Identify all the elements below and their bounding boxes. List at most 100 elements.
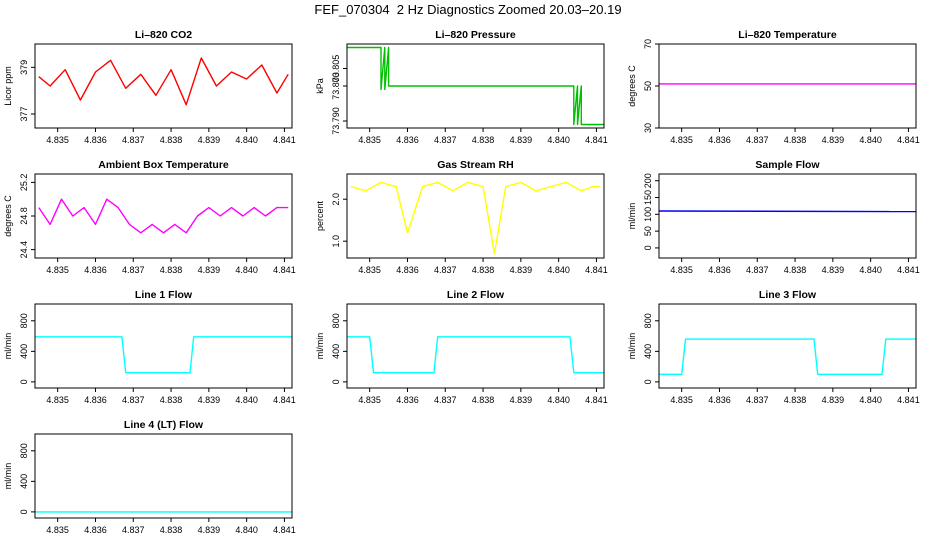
series-line-pressure (347, 46, 604, 126)
chart-title: Line 4 (LT) Flow (124, 419, 204, 431)
x-tick-label: 4.835 (46, 525, 69, 535)
x-tick-label: 4.841 (273, 265, 296, 275)
x-tick-label: 4.835 (670, 135, 693, 145)
page-title: FEF_070304 2 Hz Diagnostics Zoomed 20.03… (314, 2, 622, 17)
y-tick-label: 25.2 (19, 174, 29, 192)
chart-title: Gas Stream RH (437, 159, 513, 171)
plot-frame (658, 303, 917, 389)
chart-line1: Line 1 Flow ml/min 4.835 4.836 4.837 4.838 4.8… (3, 289, 296, 405)
x-tick-label: 4.837 (434, 135, 457, 145)
x-tick-label: 4.838 (160, 395, 183, 405)
x-tick-label: 4.837 (746, 265, 769, 275)
x-tick-label: 4.839 (510, 135, 533, 145)
y-tick-label: 800 (331, 313, 341, 328)
x-tick-label: 4.836 (84, 135, 107, 145)
plot-frame (658, 173, 917, 259)
y-tick-label: 73.805 (331, 55, 341, 83)
x-tick-label: 4.837 (434, 395, 457, 405)
x-tick-label: 4.839 (510, 395, 533, 405)
y-tick-label: 0 (19, 379, 29, 384)
x-tick-label: 4.837 (122, 135, 145, 145)
chart-title: Line 2 Flow (447, 289, 505, 301)
x-tick-label: 4.840 (859, 135, 882, 145)
x-tick-label: 4.841 (273, 395, 296, 405)
x-tick-label: 4.841 (585, 265, 608, 275)
chart-title: Li–820 Pressure (435, 29, 516, 41)
x-tick-label: 4.836 (708, 395, 731, 405)
chart-co2: Li–820 CO2 Licor ppm 4.835 4.836 4.837 4.838 4… (3, 29, 296, 145)
x-tick-label: 4.836 (708, 265, 731, 275)
chart-line3: Line 3 Flow ml/min 4.835 4.836 4.837 4.838 4.8… (627, 289, 920, 405)
x-tick-label: 4.837 (122, 525, 145, 535)
y-tick-label: 400 (19, 474, 29, 489)
series-line-line2 (347, 336, 604, 374)
plot-frame (34, 433, 293, 519)
x-tick-label: 4.835 (358, 395, 381, 405)
series-line-sample (658, 210, 917, 213)
chart-title: Li–820 Temperature (738, 29, 837, 41)
x-tick-label: 4.835 (670, 395, 693, 405)
x-tick-label: 4.838 (472, 135, 495, 145)
x-tick-label: 4.835 (46, 265, 69, 275)
series-line-rh (350, 181, 601, 255)
y-tick-label: 0 (643, 245, 653, 250)
x-tick-label: 4.839 (198, 525, 221, 535)
x-tick-label: 4.841 (273, 135, 296, 145)
chart-pressure: Li–820 Pressure kPa 4.835 4.836 4.837 4.838 4.… (315, 29, 608, 145)
x-tick-label: 4.835 (46, 395, 69, 405)
x-tick-label: 4.837 (434, 265, 457, 275)
chart-title: Ambient Box Temperature (98, 159, 229, 171)
x-tick-label: 4.838 (784, 265, 807, 275)
chart-line2: Line 2 Flow ml/min 4.835 4.836 4.837 4.838 4.8… (315, 289, 608, 405)
y-tick-label: 200 (643, 173, 653, 188)
chart-rh: Gas Stream RH percent 4.835 4.836 4.837 4.838… (315, 159, 608, 275)
y-axis-label: ml/min (3, 463, 13, 490)
x-tick-label: 4.835 (670, 265, 693, 275)
x-tick-label: 4.841 (897, 395, 920, 405)
x-tick-label: 4.837 (746, 135, 769, 145)
y-tick-label: 0 (643, 379, 653, 384)
y-tick-label: 100 (643, 207, 653, 222)
y-tick-label: 400 (19, 344, 29, 359)
chart-title: Sample Flow (755, 159, 820, 171)
x-tick-label: 4.840 (235, 265, 258, 275)
y-tick-label: 73.800 (331, 72, 341, 100)
x-tick-label: 4.837 (746, 395, 769, 405)
y-axis-label: ml/min (627, 333, 637, 360)
series-line-line1 (35, 336, 292, 374)
x-tick-label: 4.838 (472, 395, 495, 405)
x-tick-label: 4.836 (84, 525, 107, 535)
y-tick-label: 50 (643, 226, 653, 236)
plot-frame (346, 173, 605, 259)
x-tick-label: 4.840 (859, 265, 882, 275)
x-tick-label: 4.839 (198, 135, 221, 145)
x-tick-label: 4.840 (235, 135, 258, 145)
y-axis-label: degrees C (627, 65, 637, 107)
x-tick-label: 4.841 (585, 135, 608, 145)
x-tick-label: 4.839 (822, 395, 845, 405)
y-tick-label: 70 (643, 39, 653, 49)
chart-title: Line 3 Flow (759, 289, 817, 301)
y-tick-label: 150 (643, 190, 653, 205)
chart-title: Li–820 CO2 (135, 29, 192, 41)
y-tick-label: 400 (643, 344, 653, 359)
x-tick-label: 4.836 (84, 395, 107, 405)
x-tick-label: 4.839 (510, 265, 533, 275)
chart-ambient: Ambient Box Temperature degrees C 4.835 4.8… (3, 159, 296, 275)
x-tick-label: 4.838 (784, 395, 807, 405)
x-tick-label: 4.841 (897, 135, 920, 145)
x-tick-label: 4.836 (396, 135, 419, 145)
x-tick-label: 4.841 (585, 395, 608, 405)
y-axis-label: ml/min (627, 203, 637, 230)
x-tick-label: 4.840 (547, 265, 570, 275)
x-tick-label: 4.839 (198, 395, 221, 405)
y-axis-label: percent (315, 200, 325, 231)
y-tick-label: 1.0 (331, 235, 341, 248)
y-tick-label: 30 (643, 123, 653, 133)
x-tick-label: 4.838 (472, 265, 495, 275)
x-tick-label: 4.838 (160, 265, 183, 275)
y-tick-label: 0 (19, 509, 29, 514)
x-tick-label: 4.840 (235, 525, 258, 535)
x-tick-label: 4.837 (122, 395, 145, 405)
series-line-ambient (38, 198, 289, 234)
